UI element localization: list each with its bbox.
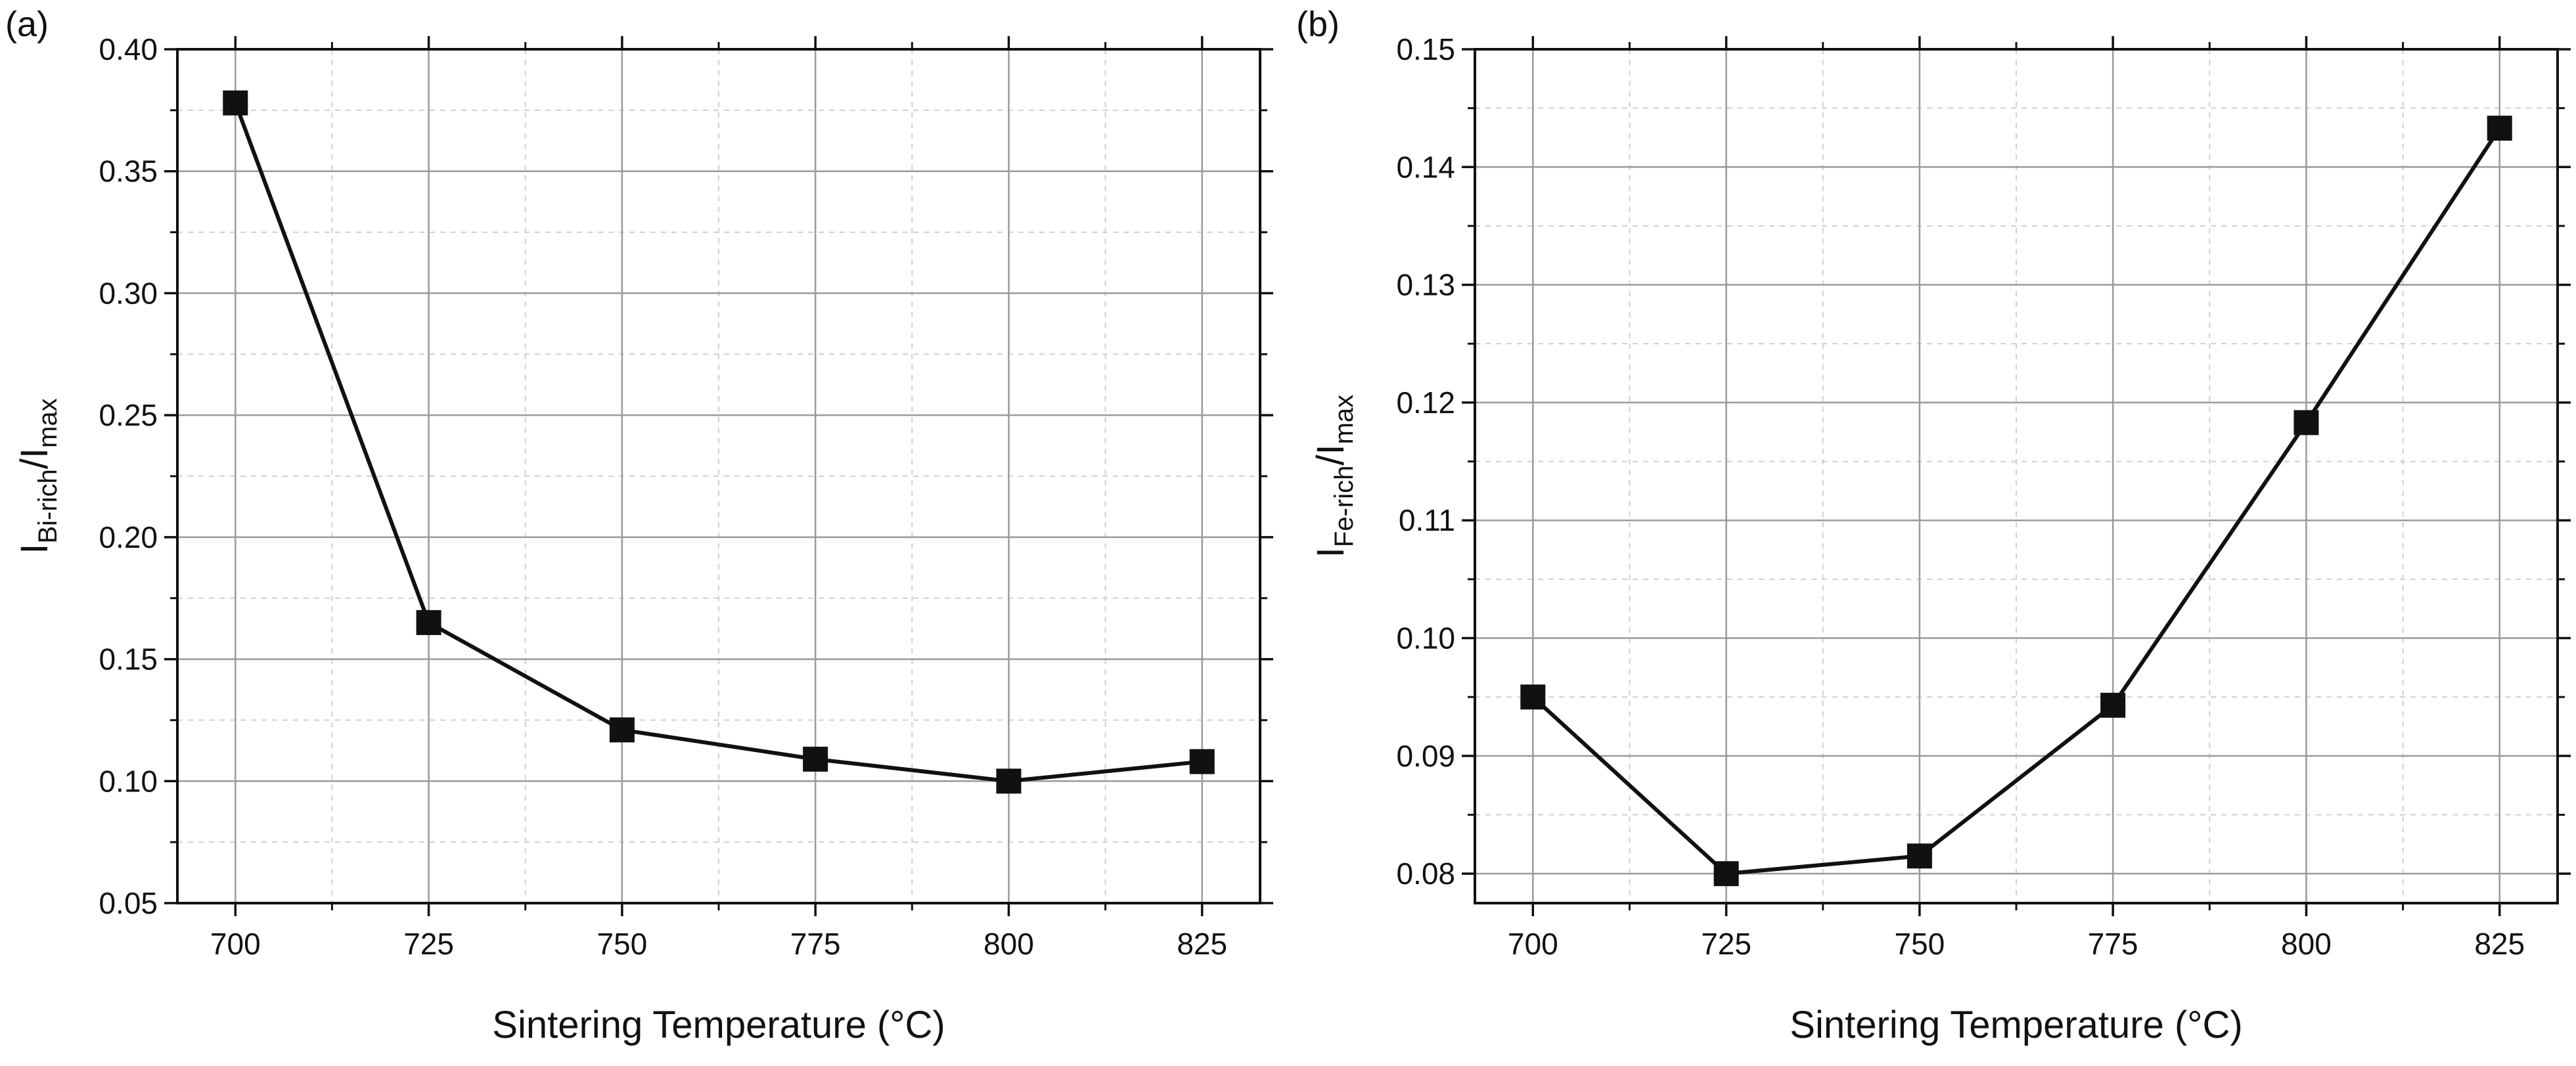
y-tick-label: 0.10	[1396, 621, 1455, 655]
x-tick-label: 825	[2474, 927, 2525, 961]
x-tick-label: 800	[2281, 927, 2332, 961]
x-tick-label: 725	[403, 927, 454, 961]
x-tick-label: 800	[983, 927, 1034, 961]
y-tick-label: 0.30	[99, 276, 158, 310]
panel-a-chart: 700 725 750 775 800 825 0.05 0.10 0.15 0.20 0.25 0.…	[5, 5, 1273, 1046]
data-point-marker	[2294, 410, 2319, 435]
x-tick-label: 750	[1894, 927, 1945, 961]
y-axis-title-sub2: max	[1330, 395, 1359, 445]
y-axis-title-sub2: max	[34, 398, 62, 448]
data-point-marker	[996, 768, 1022, 794]
data-point-marker	[223, 90, 248, 116]
panel-label: (b)	[1296, 5, 1340, 44]
panel-label: (a)	[5, 5, 49, 44]
y-tick-label: 0.13	[1396, 268, 1455, 302]
y-tick-label: 0.25	[99, 398, 158, 432]
x-tick-label: 750	[597, 927, 647, 961]
y-axis-title-main: I	[13, 544, 56, 554]
x-axis-title: Sintering Temperature (°C)	[1790, 1004, 2242, 1046]
y-tick-label: 0.05	[99, 886, 158, 920]
x-tick-label: 700	[1508, 927, 1558, 961]
series-line	[233, 102, 1203, 784]
data-point-marker	[609, 717, 635, 743]
data-point-marker	[2100, 692, 2126, 718]
y-tick-label: 0.12	[1396, 386, 1455, 420]
y-tick-label: 0.15	[1396, 32, 1455, 66]
y-axis-title: IFe-rich/Imax	[1309, 395, 1359, 558]
y-tick-label: 0.15	[99, 642, 158, 677]
y-tick-label: 0.11	[1399, 503, 1455, 537]
y-tick-label: 0.08	[1396, 856, 1455, 891]
x-tick-label: 775	[2088, 927, 2138, 961]
y-tick-label: 0.40	[99, 32, 158, 66]
x-tick-label: 700	[210, 927, 261, 961]
y-axis-title-sub: Fe-rich	[1330, 466, 1359, 547]
y-tick-label: 0.20	[99, 520, 158, 554]
y-axis-title: IBi-rich/Imax	[13, 398, 62, 554]
y-tick-label: 0.10	[99, 764, 158, 798]
data-point-marker	[1520, 684, 1546, 710]
x-tick-label: 775	[790, 927, 841, 961]
y-axis-title-sep: /I	[1309, 444, 1352, 465]
data-point-marker	[416, 610, 441, 635]
data-point-marker	[1189, 749, 1215, 774]
y-axis-title-sub: Bi-rich	[34, 469, 62, 543]
y-tick-label: 0.14	[1396, 150, 1455, 184]
panel-b-chart: 700 725 750 775 800 825 0.08 0.09 0.10 0.11 0.12 0.…	[1296, 5, 2571, 1046]
y-tick-label: 0.09	[1396, 739, 1455, 773]
x-tick-label: 725	[1701, 927, 1751, 961]
data-point-marker	[803, 746, 828, 772]
data-point-marker	[2487, 116, 2512, 141]
data-point-marker	[1713, 861, 1739, 887]
x-axis-title: Sintering Temperature (°C)	[492, 1004, 945, 1046]
series-line	[1531, 127, 2502, 876]
y-axis-title-main: I	[1309, 547, 1352, 558]
data-point-marker	[1907, 843, 1932, 869]
y-axis-title-sep: /I	[13, 448, 56, 469]
y-tick-label: 0.35	[99, 154, 158, 189]
x-tick-label: 825	[1177, 927, 1227, 961]
